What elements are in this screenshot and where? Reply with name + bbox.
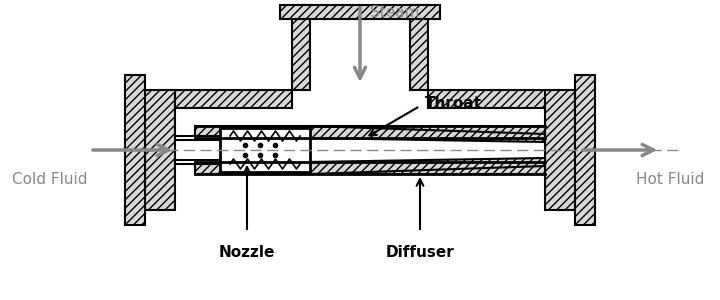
Text: Hot Fluid: Hot Fluid xyxy=(636,172,704,188)
Polygon shape xyxy=(195,162,545,174)
Bar xyxy=(175,136,225,140)
Polygon shape xyxy=(545,90,580,210)
Polygon shape xyxy=(310,158,545,174)
Polygon shape xyxy=(292,5,310,90)
Text: Steam: Steam xyxy=(370,5,420,20)
Text: Diffuser: Diffuser xyxy=(386,245,454,260)
Polygon shape xyxy=(280,5,440,19)
Polygon shape xyxy=(195,126,545,138)
Polygon shape xyxy=(575,75,595,225)
Polygon shape xyxy=(125,75,145,225)
Polygon shape xyxy=(140,90,175,210)
Bar xyxy=(220,128,310,172)
Polygon shape xyxy=(160,90,292,108)
Text: Throat: Throat xyxy=(425,97,482,112)
Polygon shape xyxy=(310,126,545,142)
Polygon shape xyxy=(428,90,560,108)
Text: Cold Fluid: Cold Fluid xyxy=(12,172,88,188)
Text: Nozzle: Nozzle xyxy=(219,245,275,260)
Polygon shape xyxy=(410,5,428,90)
Bar xyxy=(175,160,225,164)
